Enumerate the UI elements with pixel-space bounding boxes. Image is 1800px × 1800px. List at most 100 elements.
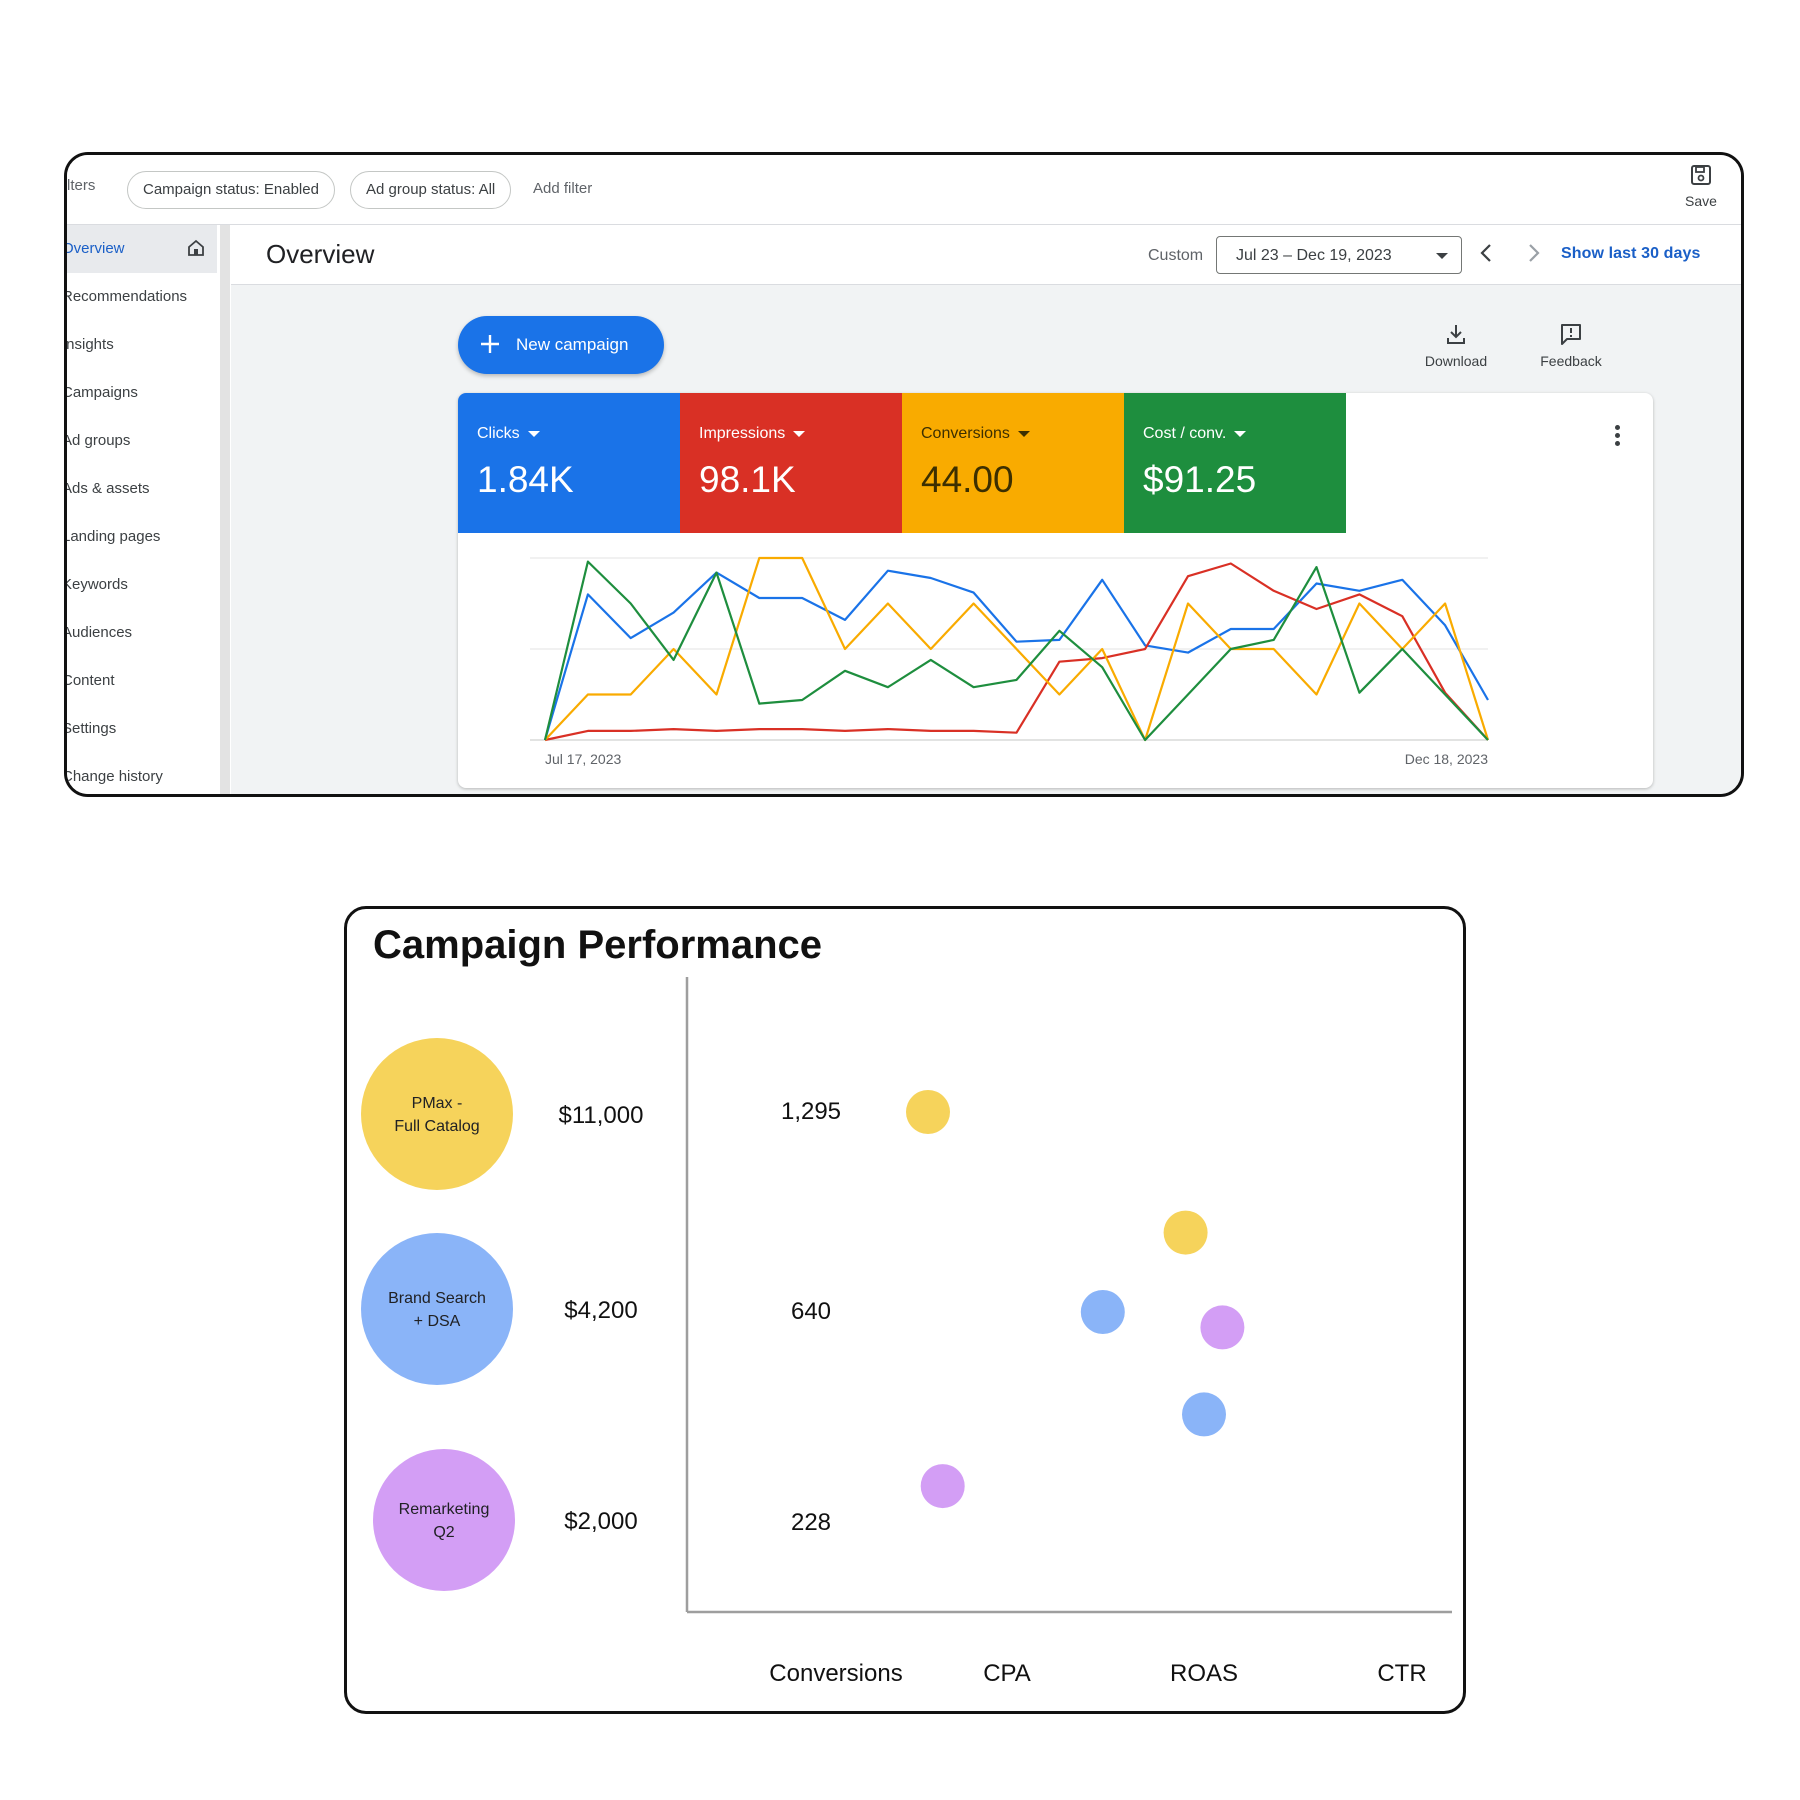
metric-label: Conversions — [921, 425, 1010, 442]
save-icon — [1691, 165, 1711, 185]
x-category-label: ROAS — [1170, 1660, 1238, 1687]
sidebar-item-label: Keywords — [67, 576, 128, 593]
sidebar-item-campaigns[interactable]: Campaigns — [67, 369, 217, 417]
sidebar-item-landing-pages[interactable]: Landing pages — [67, 513, 217, 561]
sidebar-item-label: Insights — [67, 336, 114, 353]
sidebar-item-insights[interactable]: Insights — [67, 321, 217, 369]
metric-label: Cost / conv. — [1143, 425, 1227, 442]
add-filter-button[interactable]: Add filter — [533, 180, 593, 197]
legend-campaign-spend: $4,200 — [564, 1297, 637, 1324]
legend-campaign-spend: $11,000 — [559, 1102, 644, 1129]
sidebar-item-keywords[interactable]: Keywords — [67, 561, 217, 609]
caret-down-icon — [793, 430, 806, 437]
series-line-3 — [543, 560, 1489, 742]
legend-campaign-spend: $2,000 — [564, 1508, 637, 1535]
sidebar-item-label: Content — [67, 672, 115, 689]
date-range-value: Jul 23 – Dec 19, 2023 — [1236, 247, 1392, 264]
save-label: Save — [1685, 193, 1717, 209]
plus-icon — [481, 335, 499, 353]
campaign-status-filter-chip[interactable]: Campaign status: Enabled — [127, 171, 335, 209]
caret-down-icon — [1234, 430, 1247, 437]
download-label: Download — [1424, 353, 1488, 369]
new-campaign-button[interactable]: New campaign — [458, 316, 664, 374]
chevron-down-icon — [1436, 253, 1448, 259]
sidebar-item-overview[interactable]: Overview — [67, 225, 217, 273]
performance-chart-card: Clicks 1.84K Impressions 98.1K Conversio… — [458, 393, 1653, 788]
chart-title: Campaign Performance — [373, 923, 823, 967]
sidebar-item-label: Ads & assets — [67, 480, 150, 497]
series-line-2 — [544, 556, 1490, 742]
feedback-button[interactable]: Feedback — [1526, 323, 1616, 369]
metric-value: $91.25 — [1143, 459, 1257, 500]
y-tick-label: 1,295 — [781, 1098, 841, 1125]
x-category-label: CPA — [983, 1660, 1031, 1687]
feedback-icon — [1561, 324, 1581, 345]
metric-tile-conversions[interactable]: Conversions 44.00 — [902, 393, 1124, 533]
metric-value: 1.84K — [477, 459, 574, 500]
new-campaign-label: New campaign — [516, 335, 629, 354]
y-tick-label: 228 — [791, 1509, 831, 1536]
sidebar-nav: Overview Recommendations Insights Campaigns… — [67, 225, 217, 794]
campaign-performance-card: Campaign Performance PMax -Full Catalog $… — [344, 906, 1466, 1714]
series-line-1 — [544, 562, 1489, 742]
sidebar-item-ads-assets[interactable]: Ads & assets — [67, 465, 217, 513]
overview-header: Overview Custom Jul 23 – Dec 19, 2023 Sh… — [231, 225, 1741, 285]
more-options-icon[interactable] — [1615, 425, 1621, 449]
sidebar-item-label: Change history — [67, 768, 163, 785]
caret-down-icon — [1017, 430, 1030, 437]
data-point-brand-search-dsa — [1080, 1290, 1125, 1334]
data-point-pmax-full-catalog — [1163, 1210, 1208, 1255]
sidebar-scrollbar[interactable] — [220, 225, 230, 794]
sidebar-item-label: Ad groups — [67, 432, 131, 449]
legend-bubble-pmax-full-catalog — [361, 1038, 513, 1190]
sidebar-item-label: Audiences — [67, 624, 133, 641]
download-icon — [1447, 325, 1465, 344]
sidebar-item-change-history[interactable]: Change history — [67, 753, 217, 794]
series-line-0 — [543, 569, 1489, 741]
sidebar-item-label: Overview — [67, 240, 125, 257]
metric-tile-cost-per-conversion[interactable]: Cost / conv. $91.25 — [1124, 393, 1346, 533]
sidebar-item-label: Landing pages — [67, 528, 161, 545]
feedback-label: Feedback — [1540, 353, 1602, 369]
metric-tile-clicks[interactable]: Clicks 1.84K — [458, 393, 680, 533]
metric-value: 98.1K — [699, 459, 796, 500]
legend-bubble-remarketing-q2 — [373, 1449, 515, 1591]
y-tick-label: 640 — [791, 1298, 831, 1325]
next-period-icon[interactable] — [1524, 241, 1544, 265]
sidebar-item-settings[interactable]: Settings — [67, 705, 217, 753]
caret-down-icon — [527, 430, 540, 437]
metrics-line-chart: Jul 17, 2023 Dec 18, 2023 — [530, 556, 1490, 767]
home-icon — [188, 239, 204, 256]
sidebar-item-label: Recommendations — [67, 288, 188, 305]
campaign-performance-chart: PMax -Full Catalog $11,000 Brand Search + D… — [361, 977, 1452, 1687]
legend-campaign-name: Brand Search + DSA — [388, 1290, 486, 1330]
x-category-label: Conversions — [769, 1660, 902, 1687]
x-category-label: CTR — [1377, 1660, 1426, 1687]
filters-label: lters — [67, 177, 96, 194]
x-start-tick-label: Jul 17, 2023 — [545, 751, 621, 767]
sidebar-item-audiences[interactable]: Audiences — [67, 609, 217, 657]
metric-label: Clicks — [477, 425, 520, 442]
ads-overview-window: lters Campaign status: Enabled Ad group … — [64, 152, 1744, 797]
ad-group-status-filter-chip[interactable]: Ad group status: All — [350, 171, 512, 209]
previous-period-icon[interactable] — [1476, 241, 1496, 265]
save-button[interactable]: Save — [1675, 163, 1727, 219]
metric-value: 44.00 — [921, 459, 1014, 500]
sidebar-item-recommendations[interactable]: Recommendations — [67, 273, 217, 321]
data-point-brand-search-dsa — [1182, 1392, 1226, 1437]
legend-campaign-name: Remarketing Q2 — [399, 1501, 490, 1541]
download-button[interactable]: Download — [1411, 323, 1501, 369]
sidebar-item-ad-groups[interactable]: Ad groups — [67, 417, 217, 465]
data-point-pmax-full-catalog — [906, 1090, 950, 1134]
data-point-remarketing-q2 — [920, 1464, 965, 1509]
sidebar-item-content[interactable]: Content — [67, 657, 217, 705]
show-last-30-days-link[interactable]: Show last 30 days — [1561, 245, 1701, 262]
date-range-select[interactable]: Jul 23 – Dec 19, 2023 — [1216, 236, 1462, 274]
legend-campaign-name: PMax -Full Catalog — [394, 1095, 479, 1135]
filter-bar: lters Campaign status: Enabled Ad group … — [67, 155, 1741, 225]
sidebar-item-label: Campaigns — [67, 384, 138, 401]
sidebar-item-label: Settings — [67, 720, 117, 737]
page-title: Overview — [266, 239, 375, 269]
metric-tile-impressions[interactable]: Impressions 98.1K — [680, 393, 902, 533]
metric-label: Impressions — [699, 425, 786, 442]
